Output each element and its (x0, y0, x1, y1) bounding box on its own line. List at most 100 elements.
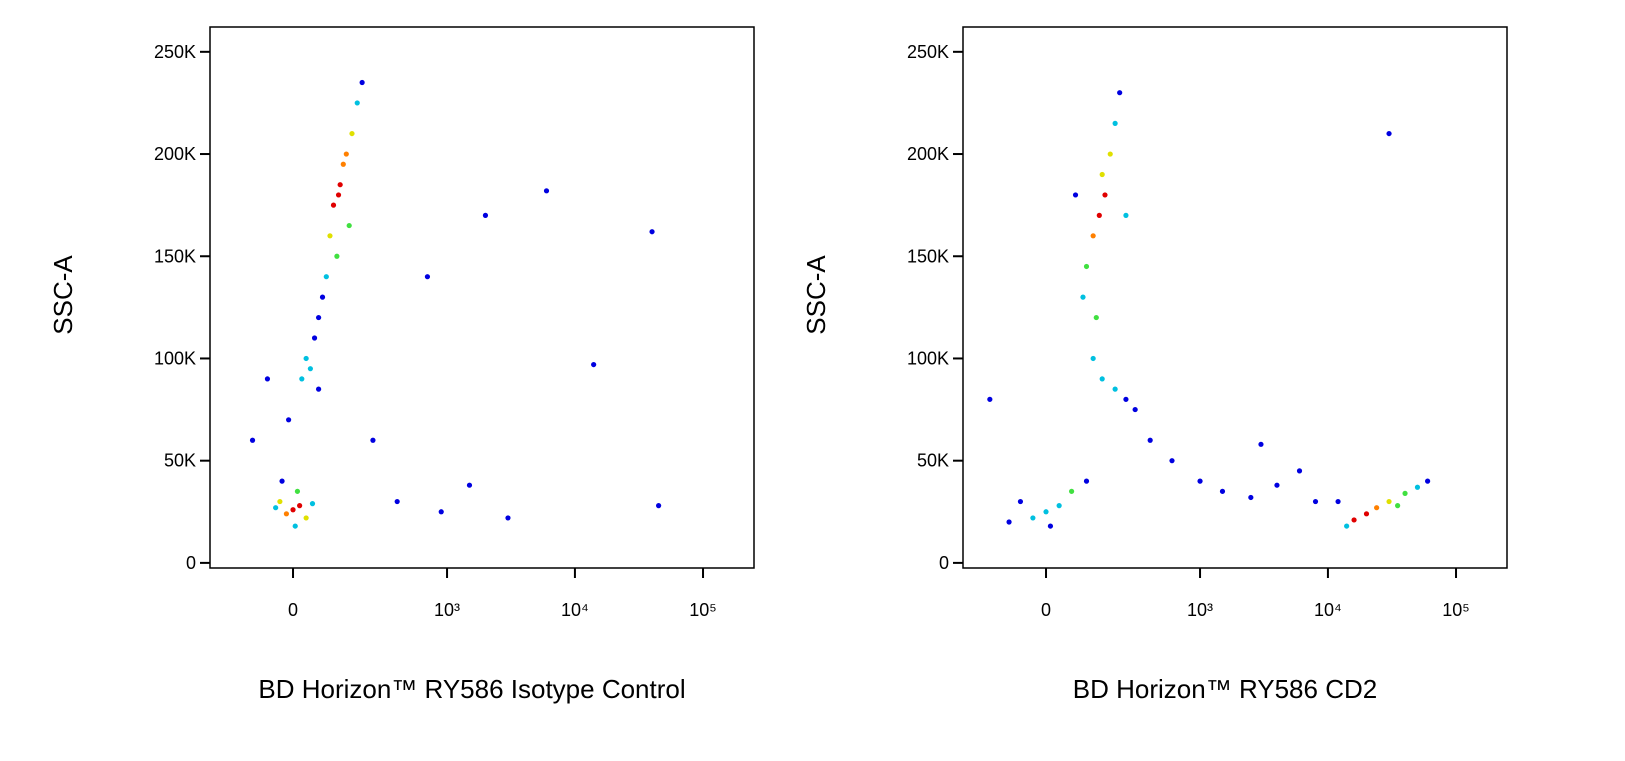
event-dot (286, 417, 292, 423)
event-dot (1080, 294, 1086, 300)
event-dot (249, 437, 256, 443)
event-dot (1351, 517, 1357, 523)
event-dot (307, 366, 313, 372)
event-dot (343, 151, 349, 157)
event-dot (315, 386, 322, 392)
y-tick-label: 0 (939, 553, 949, 573)
x-tick-label: 10³ (1187, 600, 1213, 620)
event-dot (1312, 498, 1319, 505)
event-dot (327, 233, 333, 239)
event-dot (1090, 233, 1096, 239)
x-tick-label: 0 (1041, 600, 1051, 620)
event-dot (1258, 441, 1264, 447)
event-dot (1047, 523, 1054, 529)
x-tick-label: 10³ (434, 600, 460, 620)
event-dot (303, 355, 309, 362)
event-dot (394, 498, 400, 505)
event-dot (649, 229, 655, 235)
event-dot (1056, 503, 1062, 509)
event-dot (1274, 482, 1280, 488)
y-tick-label: 150K (154, 246, 196, 266)
x-tick-label: 10⁵ (1442, 600, 1469, 620)
event-dot (309, 501, 316, 507)
event-dot (1402, 490, 1408, 496)
event-dot (1043, 509, 1049, 515)
event-dot (330, 202, 337, 208)
event-dot (1197, 478, 1203, 484)
event-dot (303, 515, 309, 521)
y-tick-label: 150K (907, 246, 949, 266)
event-dot (1068, 488, 1075, 494)
x-tick-label: 10⁴ (1314, 600, 1342, 620)
x-axis-label: BD Horizon™ RY586 Isotype Control (258, 674, 685, 704)
event-dot (354, 100, 360, 106)
plot-frame (209, 26, 755, 569)
y-tick-label: 100K (154, 348, 196, 368)
event-dot (482, 212, 489, 218)
event-dot (1147, 437, 1153, 443)
y-tick-label: 200K (907, 144, 949, 164)
event-dot (1335, 498, 1341, 505)
event-dot (1072, 192, 1079, 198)
event-dot (1083, 263, 1090, 270)
x-tick-label: 10⁵ (689, 600, 716, 620)
event-dot (1112, 120, 1118, 126)
y-tick-label: 50K (164, 451, 196, 471)
event-dot (319, 294, 326, 300)
event-dot (1425, 478, 1431, 484)
event-dot (1374, 505, 1380, 511)
event-dot (277, 498, 283, 505)
event-dot (1386, 130, 1392, 137)
event-dot (315, 314, 322, 321)
event-dot (1117, 90, 1123, 96)
event-dot (1132, 406, 1138, 413)
event-dot (311, 335, 318, 341)
event-dot (1030, 515, 1036, 521)
event-dot (1123, 212, 1129, 218)
event-dot (1169, 458, 1175, 464)
event-dot (1386, 498, 1392, 505)
event-dot (346, 222, 352, 229)
event-dot (1395, 503, 1401, 509)
event-dot (334, 253, 340, 259)
event-dot (1090, 355, 1096, 362)
event-dot (335, 192, 342, 198)
y-tick-label: 250K (154, 42, 196, 62)
y-tick-label: 50K (917, 451, 949, 471)
plot: 0 50K 100K 150K 200K 250K 0 10³ 10⁴ 10⁵ BD Horizon… (801, 26, 1508, 704)
event-dot (1414, 484, 1421, 490)
event-dot (505, 515, 511, 521)
event-dot (283, 511, 290, 517)
event-dot (1219, 488, 1226, 494)
event-dot (1006, 519, 1012, 525)
event-dot (359, 79, 365, 86)
event-dot (1107, 151, 1113, 157)
event-dot (264, 376, 271, 382)
event-dot (1099, 171, 1105, 178)
event-dot (279, 478, 285, 484)
points (987, 90, 1431, 529)
y-tick-label: 0 (186, 553, 196, 573)
event-dot (299, 376, 305, 382)
y-axis-label: SSC-A (48, 255, 78, 335)
event-dot (294, 488, 301, 494)
event-dot (1093, 314, 1099, 321)
x-tick-label: 10⁴ (561, 600, 589, 620)
event-dot (297, 503, 303, 509)
event-dot (290, 507, 296, 513)
event-dot (1083, 478, 1090, 484)
event-dot (987, 396, 993, 402)
event-dot (337, 182, 343, 188)
event-dot (292, 523, 298, 529)
y-tick-label: 200K (154, 144, 196, 164)
event-dot (1099, 376, 1105, 382)
y-tick-label: 100K (907, 348, 949, 368)
plot-frame (962, 26, 1508, 569)
event-dot (543, 188, 550, 194)
event-dot (1017, 498, 1024, 505)
event-dot (1123, 396, 1129, 402)
event-dot (424, 274, 431, 280)
event-dot (1296, 468, 1303, 474)
x-tick-label: 0 (288, 600, 298, 620)
